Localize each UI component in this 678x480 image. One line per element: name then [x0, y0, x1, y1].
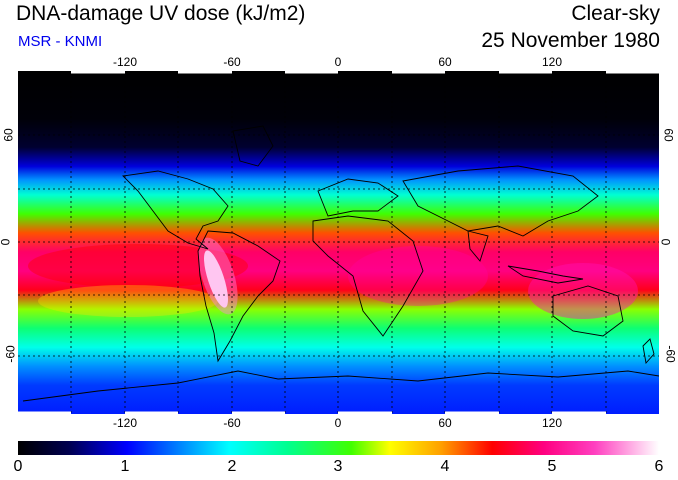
left-lat-tick: -60: [3, 345, 18, 363]
pacific-red-band: [28, 244, 248, 288]
left-lat-tick: 60: [1, 128, 16, 142]
indonesia-coast: [507, 265, 584, 284]
map-border: [18, 71, 659, 414]
north-america-coast: [122, 170, 229, 250]
bottom-lon-tick: -120: [112, 416, 138, 430]
colorbar-label: 1: [120, 458, 130, 475]
colorbar: [18, 441, 659, 455]
bottom-lon-tick: 120: [541, 416, 563, 430]
bottom-lon-tick: 60: [438, 416, 452, 430]
right-lat-tick: -60: [663, 345, 678, 363]
top-lon-tick: 120: [541, 55, 563, 69]
colorbar-label: 2: [227, 458, 237, 475]
plot-title: DNA-damage UV dose (kJ/m2): [16, 2, 306, 25]
top-lon-tick: -120: [112, 55, 138, 69]
greenland-coast: [232, 125, 274, 167]
asia-coast: [402, 165, 599, 237]
sky-condition-label: Clear-sky: [571, 2, 660, 25]
colorbar-label: 3: [333, 458, 343, 475]
top-lon-tick: 0: [334, 55, 342, 69]
andes-hotspot-glow: [198, 237, 238, 315]
australia-coast: [552, 285, 624, 337]
date-label: 25 November 1980: [481, 29, 660, 52]
right-lat-tick: 0: [658, 238, 673, 246]
left-lat-tick: 0: [0, 239, 12, 246]
colorbar-label: 5: [547, 458, 557, 475]
right-lat-tick: 60: [661, 128, 676, 142]
australia-magenta-zone: [528, 263, 638, 319]
uv-dose-map: [18, 71, 659, 414]
source-label: MSR - KNMI: [18, 33, 103, 50]
dose-field: [18, 71, 659, 414]
antarctica-coast: [22, 370, 659, 402]
europe-coast: [317, 178, 399, 217]
colorbar-label: 4: [440, 458, 450, 475]
coastlines: [22, 125, 659, 402]
colorbar-label: 0: [13, 458, 23, 475]
africa-coast: [312, 215, 424, 337]
south-america-coast: [197, 230, 281, 363]
bottom-lon-tick: -60: [223, 416, 241, 430]
graticule: [18, 71, 659, 414]
andes-hotspot: [204, 250, 228, 308]
india-coast: [467, 230, 489, 262]
top-lon-tick: 60: [438, 55, 452, 69]
new-zealand-coast: [642, 338, 655, 364]
south-pacific-yellow-zone: [38, 285, 218, 317]
colorbar-label: 6: [654, 458, 664, 475]
bottom-lon-tick: 0: [334, 416, 342, 430]
top-lon-tick: -60: [223, 55, 241, 69]
africa-magenta-zone: [348, 246, 488, 306]
